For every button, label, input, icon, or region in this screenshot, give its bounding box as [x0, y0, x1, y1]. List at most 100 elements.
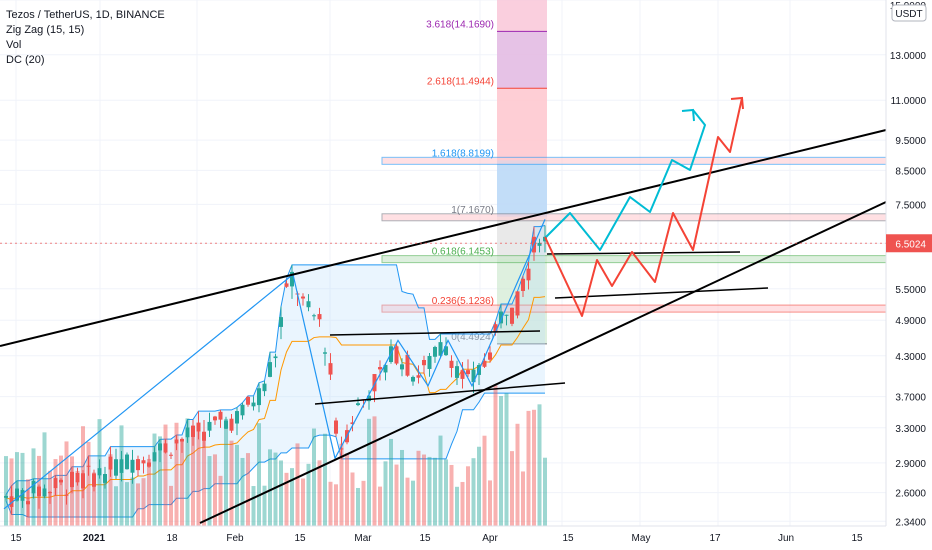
price-tick-label: 11.0000	[891, 96, 927, 107]
candle-body	[350, 422, 355, 425]
price-tag-label: 6.5024	[895, 239, 926, 250]
volume-bar	[251, 486, 256, 526]
candle-body	[15, 488, 19, 501]
donchian-fill	[6, 225, 545, 517]
candle-body	[59, 479, 63, 483]
fib-bg-red	[497, 88, 547, 161]
candle-body	[169, 454, 173, 456]
candle-body	[405, 354, 410, 376]
legend-dc[interactable]: DC (20)	[6, 54, 45, 66]
volume-bar	[367, 418, 371, 526]
candle-body	[196, 422, 201, 432]
projection-red	[544, 97, 743, 317]
currency-badge[interactable]: USDT	[891, 4, 927, 22]
time-tick-label: 15	[851, 533, 863, 544]
projection-cyan-head	[681, 108, 695, 122]
trendlines	[0, 129, 887, 524]
channel-upper-line	[0, 129, 887, 347]
candle-body	[202, 431, 206, 441]
candle-body	[81, 473, 85, 489]
volume-bar	[257, 423, 261, 526]
volume-bar	[86, 441, 91, 526]
candle-body	[180, 438, 184, 442]
candle-body	[108, 456, 113, 470]
volume-bar	[345, 453, 349, 526]
volume-bar	[350, 472, 355, 526]
volume-bar	[537, 404, 542, 526]
volume-bar	[196, 428, 201, 526]
volume-bar	[488, 480, 492, 526]
candle-body	[48, 492, 52, 494]
volume-bar	[229, 440, 234, 526]
time-tick-label: 15	[419, 533, 431, 544]
candle-body	[246, 396, 250, 405]
volume-bar	[334, 484, 338, 526]
time-tick-label: Jun	[778, 533, 794, 544]
legend-vol[interactable]: Vol	[6, 39, 22, 51]
candle-body	[185, 427, 190, 438]
candle-body	[268, 362, 272, 377]
volume-bar	[317, 460, 322, 526]
candle-body	[444, 346, 448, 356]
price-tick-label: 7.5000	[895, 200, 926, 211]
volume-bar	[356, 487, 360, 526]
candle-body	[510, 307, 514, 324]
volume-bar	[306, 463, 311, 526]
price-tick-label: 2.6000	[895, 489, 926, 500]
volume-bar	[273, 452, 278, 526]
volume-bar	[246, 453, 250, 526]
price-tick-label: 2.9000	[895, 459, 926, 470]
candle-body	[174, 439, 179, 444]
volume-bar	[405, 477, 410, 526]
fib-label: 0(4.4924)	[451, 332, 494, 343]
candle-body	[20, 490, 25, 501]
volume-bar	[455, 486, 459, 526]
candle-body	[92, 473, 96, 487]
candle-body	[251, 402, 256, 407]
candle-body	[334, 420, 338, 434]
candle-body	[367, 395, 371, 402]
volume-bar	[191, 431, 195, 526]
price-axis: 15.900013.000011.00009.50008.50007.50006…	[885, 0, 932, 550]
candle-body	[273, 356, 278, 359]
candle-body	[103, 474, 107, 483]
volume-bar	[339, 443, 344, 526]
price-tick-label: 8.5000	[895, 166, 926, 177]
fib-bg-blue	[497, 160, 547, 217]
volume-bar	[64, 441, 69, 526]
candle-body	[284, 283, 289, 287]
candle-body	[449, 360, 454, 368]
candle-body	[356, 403, 360, 406]
price-tick-label: 4.9000	[895, 316, 926, 327]
time-tick-label: Mar	[354, 533, 372, 544]
volume-bar	[180, 440, 184, 526]
price-tick-label: 4.3000	[895, 352, 926, 363]
candle-body	[4, 496, 8, 498]
fib-label: 0.618(6.1453)	[432, 247, 494, 258]
candle-body	[499, 311, 503, 324]
legend-zigzag[interactable]: Zig Zag (15, 15)	[6, 24, 85, 36]
volume-bar	[394, 464, 399, 526]
volume-bar	[383, 461, 388, 526]
candle-body	[339, 448, 344, 450]
chart-legend: Tezos / TetherUS, 1D, BINANCE Zig Zag (1…	[6, 8, 165, 68]
volume-bar	[224, 418, 228, 526]
price-tag-bg	[886, 234, 932, 253]
volume-bar	[163, 424, 168, 526]
volume-bar	[152, 433, 157, 526]
candle-body	[455, 366, 459, 378]
volume-bar	[372, 416, 377, 526]
legend-symbol[interactable]: Tezos / TetherUS, 1D, BINANCE	[6, 9, 165, 21]
volume-bar	[411, 480, 415, 526]
candle-body	[537, 242, 542, 246]
candle-body	[378, 367, 382, 370]
volume-bar	[361, 480, 366, 526]
volume-bar	[202, 441, 206, 526]
candle-body	[31, 480, 36, 494]
volume-bar	[75, 470, 80, 526]
candle-body	[488, 352, 492, 360]
candle-body	[147, 462, 151, 467]
candle-body	[372, 374, 377, 392]
candle-body	[383, 364, 388, 373]
